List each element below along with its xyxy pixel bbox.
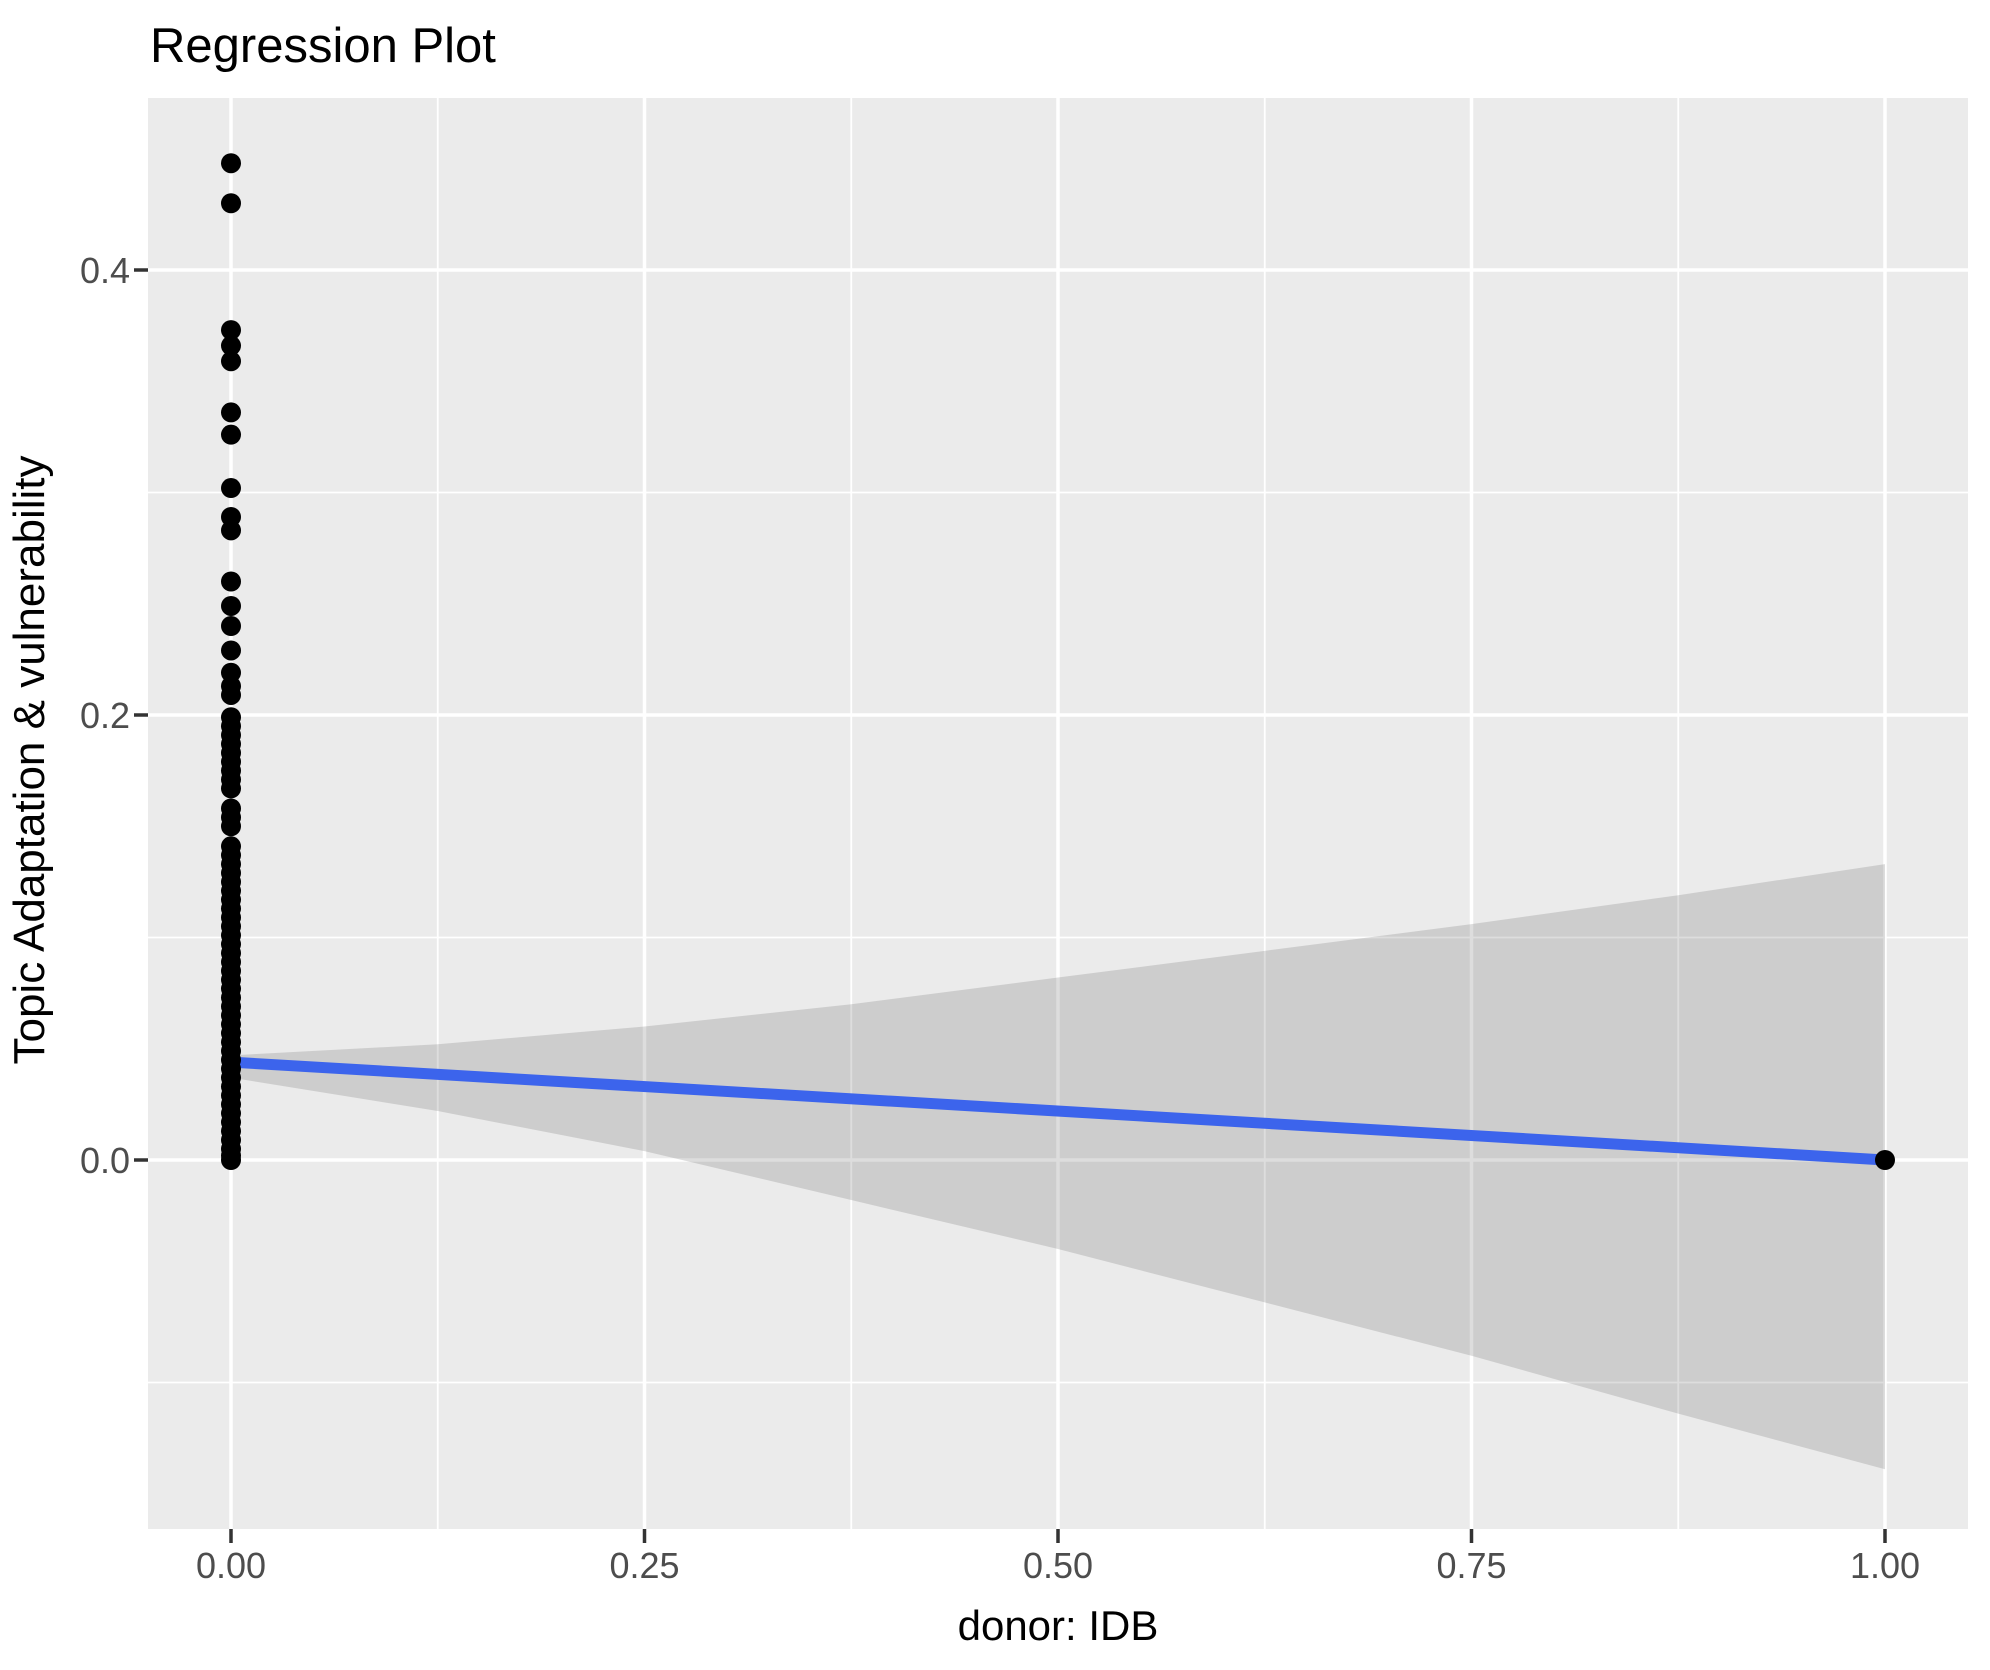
y-axis-title: Topic Adaptation & vulnerability bbox=[5, 455, 54, 1064]
data-point bbox=[221, 402, 241, 423]
x-tick-label: 0.00 bbox=[196, 1545, 266, 1586]
data-point bbox=[1875, 1150, 1895, 1170]
x-tick-label: 0.50 bbox=[1023, 1545, 1093, 1586]
data-point bbox=[221, 335, 241, 356]
data-point bbox=[221, 816, 241, 837]
confidence-ribbon-layer bbox=[231, 864, 1885, 1470]
tick-labels-layer: 0.00 0.25 0.50 0.75 1.00 0.0 0.2 0.4 bbox=[80, 250, 1920, 1586]
x-tick-label: 0.75 bbox=[1436, 1545, 1506, 1586]
y-tick-label: 0.0 bbox=[80, 1140, 130, 1181]
y-tick-label: 0.4 bbox=[80, 250, 130, 291]
data-point bbox=[221, 193, 241, 214]
x-axis-title: donor: IDB bbox=[958, 1602, 1159, 1649]
data-point bbox=[221, 1150, 241, 1170]
data-point bbox=[221, 616, 241, 636]
x-tick-label: 0.25 bbox=[609, 1545, 679, 1586]
data-point bbox=[221, 640, 241, 661]
plot-title: Regression Plot bbox=[150, 19, 496, 73]
data-point bbox=[221, 595, 241, 616]
data-point bbox=[221, 351, 241, 372]
data-point bbox=[221, 424, 241, 445]
data-points-layer bbox=[221, 153, 1895, 1170]
data-point bbox=[221, 153, 241, 174]
x-tick-label: 1.00 bbox=[1850, 1545, 1920, 1586]
data-point bbox=[221, 571, 241, 592]
axis-ticks-layer bbox=[134, 268, 1887, 1543]
regression-line bbox=[225, 1056, 1891, 1166]
data-point bbox=[221, 684, 241, 705]
data-point bbox=[221, 320, 241, 341]
data-point bbox=[221, 520, 241, 541]
data-point bbox=[221, 478, 241, 499]
y-tick-label: 0.2 bbox=[80, 695, 130, 736]
data-point bbox=[221, 778, 241, 799]
regression-line-layer bbox=[225, 1056, 1891, 1166]
confidence-ribbon bbox=[231, 864, 1885, 1470]
